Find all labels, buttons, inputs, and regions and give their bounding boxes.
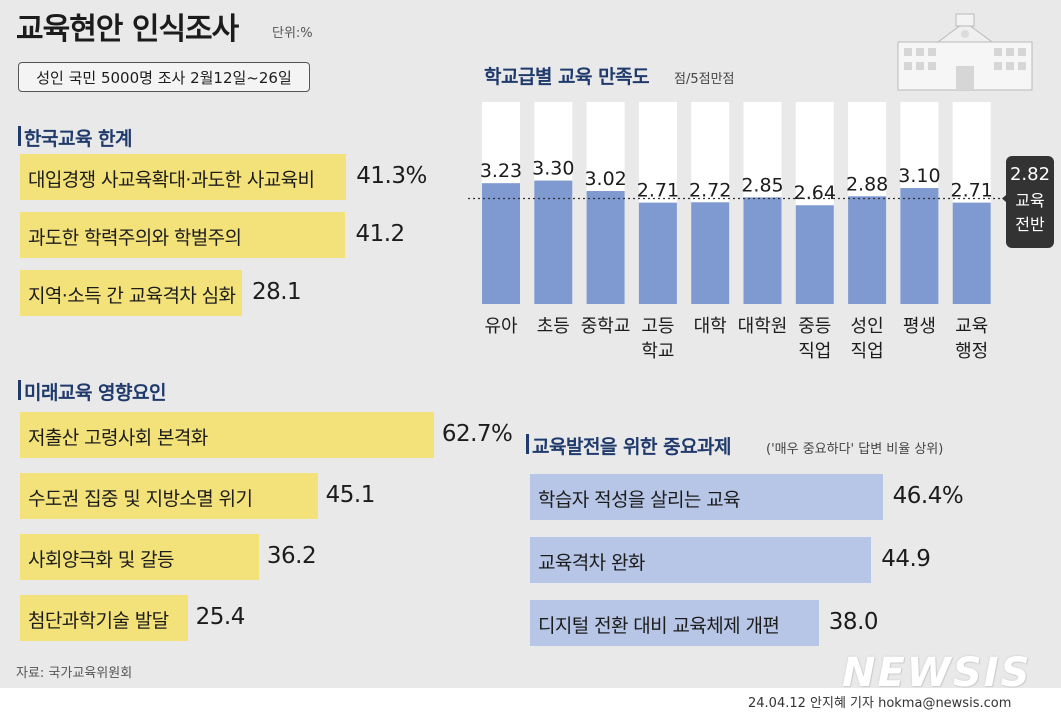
tasks-section-subtitle: ('매우 중요하다' 답변 비율 상위) — [766, 442, 944, 457]
future-label-3: 첨단과학기술 발달 — [28, 610, 169, 632]
category-label-4-0: 대학 — [694, 316, 727, 337]
bar-value-label-5: 2.85 — [741, 174, 783, 196]
bar-value-label-9: 2.71 — [951, 180, 993, 202]
category-label-3-1: 학교 — [641, 341, 674, 362]
tasks-label-1: 교육격차 완화 — [538, 552, 645, 574]
bar-1 — [534, 180, 573, 304]
category-label-3-0: 고등 — [641, 316, 674, 337]
bar-3 — [638, 202, 677, 304]
tasks-value-0: 46.4% — [892, 483, 964, 509]
bar-8 — [900, 188, 939, 304]
school-building-icon — [897, 13, 1033, 91]
tasks-section-title: 교육발전을 위한 중요과제 — [525, 432, 732, 459]
limits-label-2: 지역·소득 간 교육격차 심화 — [28, 285, 236, 307]
bar-value-label-6: 2.64 — [794, 182, 836, 204]
byline: 24.04.12 안지혜 기자 hokma@newsis.com — [748, 696, 1012, 711]
bar-4 — [691, 202, 730, 304]
reference-value-label: 2.82 — [1010, 164, 1050, 185]
limits-section-title: 한국교육 한계 — [18, 124, 133, 151]
page-title: 교육현안 인식조사 — [16, 12, 239, 47]
bar-7 — [848, 196, 887, 304]
bar-value-label-7: 2.88 — [846, 173, 888, 195]
limits-bar-1 — [20, 212, 346, 258]
future-value-0: 62.7% — [441, 421, 513, 447]
category-label-5-0: 대학원 — [738, 316, 788, 337]
tasks-label-0: 학습자 적성을 살리는 교육 — [538, 489, 741, 511]
bar-value-label-2: 3.02 — [584, 168, 626, 190]
reference-caption-0: 교육 — [1015, 191, 1044, 210]
category-label-2-0: 중학교 — [581, 316, 631, 337]
limits-value-1: 41.2 — [355, 221, 405, 247]
bar-5 — [743, 197, 782, 304]
future-value-2: 36.2 — [266, 543, 317, 569]
tasks-bar-2 — [530, 600, 819, 646]
unit-label: 단위:% — [272, 26, 313, 41]
limits-value-2: 28.1 — [251, 279, 302, 305]
tasks-value-1: 44.9 — [881, 546, 931, 572]
bar-value-label-1: 3.30 — [532, 158, 574, 180]
limits-bar-0 — [20, 154, 347, 200]
bar-value-label-0: 3.23 — [480, 160, 522, 182]
category-label-9-1: 행정 — [955, 341, 988, 362]
limits-value-0: 41.3% — [356, 163, 427, 189]
chart-title: 학교급별 교육 만족도 — [484, 66, 650, 88]
bar-value-label-3: 2.71 — [637, 180, 679, 202]
future-bar-1 — [20, 473, 318, 519]
tasks-label-2: 디지털 전환 대비 교육체제 개편 — [538, 615, 780, 637]
category-label-0-0: 유아 — [484, 316, 518, 337]
category-label-1-0: 초등 — [537, 316, 570, 337]
bar-value-label-8: 3.10 — [898, 165, 940, 187]
category-label-7-0: 성인 — [851, 316, 884, 337]
future-section-title: 미래교육 영향요인 — [18, 378, 166, 405]
category-label-7-1: 직업 — [851, 341, 884, 362]
bar-2 — [586, 191, 625, 304]
category-label-6-0: 중등 — [798, 316, 831, 337]
bar-9 — [952, 202, 991, 304]
future-bar-3 — [20, 595, 188, 641]
tasks-bar-1 — [530, 537, 872, 583]
reference-caption-1: 전반 — [1015, 215, 1045, 234]
tasks-value-2: 38.0 — [828, 609, 879, 635]
future-value-3: 25.4 — [195, 604, 246, 630]
survey-info-box: 성인 국민 5000명 조사 2월12일~26일 — [18, 62, 310, 92]
category-label-9-0: 교육 — [955, 316, 988, 337]
bar-value-label-4: 2.72 — [689, 179, 731, 201]
future-label-0: 저출산 고령사회 본격화 — [28, 427, 208, 449]
limits-label-0: 대입경쟁 사교육확대·과도한 사교육비 — [28, 169, 315, 191]
bar-6 — [795, 205, 834, 304]
future-label-2: 사회양극화 및 갈등 — [28, 549, 175, 571]
future-value-1: 45.1 — [325, 482, 376, 508]
source-note: 자료: 국가교육위원회 — [16, 666, 133, 681]
bar-0 — [482, 183, 520, 304]
footer-bar — [0, 688, 1061, 714]
future-bar-0 — [20, 412, 434, 458]
chart-subtitle: 점/5점만점 — [674, 72, 735, 87]
future-bar-2 — [20, 534, 259, 580]
limits-bar-2 — [20, 270, 242, 316]
category-label-6-1: 직업 — [798, 341, 831, 362]
future-label-1: 수도권 집중 및 지방소멸 위기 — [28, 488, 253, 510]
reference-badge — [1006, 156, 1054, 248]
limits-label-1: 과도한 학력주의와 학벌주의 — [28, 227, 242, 249]
tasks-bar-0 — [530, 474, 883, 520]
category-label-8-0: 평생 — [903, 316, 936, 337]
